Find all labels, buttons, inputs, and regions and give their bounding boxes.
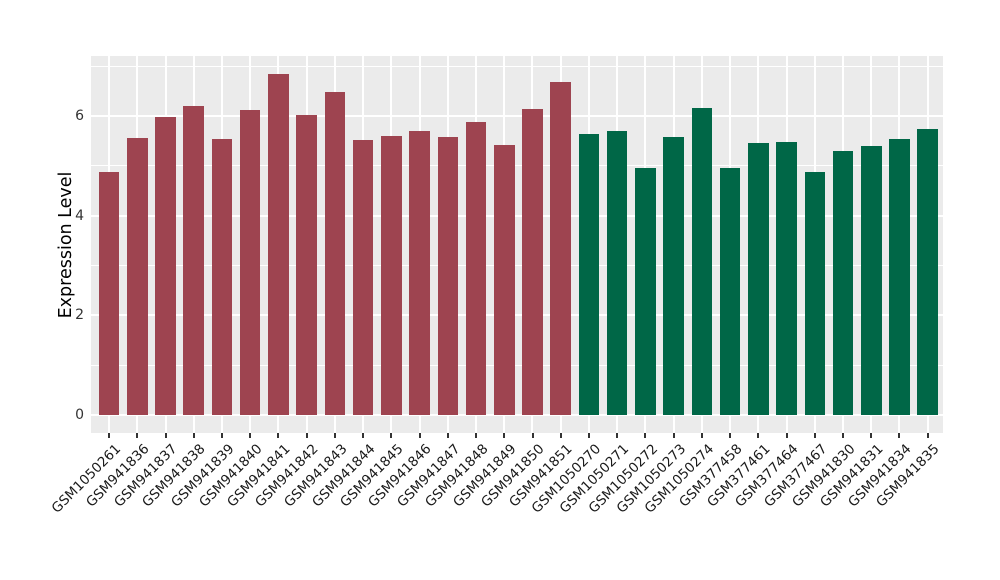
x-tick [729, 433, 732, 438]
bar-GSM941835 [917, 128, 938, 415]
bar-GSM1050272 [635, 167, 656, 415]
bar-GSM1050271 [606, 130, 628, 415]
bar-GSM941847 [437, 136, 458, 416]
bar-GSM941851 [550, 82, 571, 415]
grid-minor-line [91, 364, 943, 366]
grid-major-line [91, 314, 943, 317]
x-tick [475, 433, 477, 438]
x-tick [333, 433, 336, 438]
y-tick-label: 6 [75, 107, 84, 124]
x-tick [164, 433, 167, 438]
y-tick-label: 2 [75, 307, 84, 324]
x-tick [136, 433, 139, 438]
x-tick [616, 433, 619, 438]
x-tick [446, 433, 449, 438]
bar-GSM941836 [127, 138, 148, 416]
bar-GSM941844 [352, 139, 374, 416]
x-tick [785, 433, 788, 438]
x-tick [559, 433, 562, 438]
bar-GSM941834 [889, 138, 910, 416]
bar-GSM941849 [494, 144, 515, 416]
x-tick [870, 433, 873, 438]
bar-GSM1050273 [663, 137, 684, 416]
grid-minor-line [91, 264, 943, 266]
bar-GSM941841 [268, 74, 289, 416]
bar-GSM941840 [239, 109, 261, 416]
x-tick [531, 433, 534, 438]
x-tick [700, 433, 703, 438]
grid-major-line [91, 214, 943, 217]
bar-GSM941848 [465, 121, 487, 415]
x-tick [277, 433, 280, 438]
x-tick [249, 433, 252, 438]
bar-GSM941845 [381, 135, 402, 416]
x-tick [220, 433, 223, 438]
x-tick [503, 433, 506, 438]
bar-GSM377458 [719, 168, 741, 415]
grid-major-line [91, 114, 943, 117]
y-axis-title: Expression Level [56, 171, 76, 319]
grid-major-line [91, 414, 943, 416]
x-tick [842, 433, 844, 438]
bar-GSM941850 [522, 109, 543, 416]
bar-GSM941838 [183, 105, 204, 416]
bar-GSM377464 [776, 141, 797, 416]
grid-minor-line [91, 65, 943, 67]
x-tick [587, 433, 590, 438]
plot-panel [91, 56, 943, 433]
bar-GSM941846 [409, 131, 430, 415]
bar-GSM941830 [832, 150, 854, 415]
x-tick [108, 433, 110, 438]
bar-GSM941837 [155, 116, 176, 415]
bar-GSM377467 [804, 172, 825, 416]
x-tick [926, 433, 929, 438]
bar-GSM1050274 [691, 108, 713, 416]
y-tick-label: 0 [75, 407, 84, 423]
x-tick [362, 433, 365, 438]
grid-minor-line [91, 165, 943, 167]
x-tick [672, 433, 675, 438]
x-tick [813, 433, 816, 438]
bar-GSM941831 [861, 145, 882, 416]
y-tick-label: 4 [75, 207, 84, 224]
x-tick [390, 433, 393, 438]
bar-GSM1050270 [578, 133, 600, 416]
bar-GSM1050261 [98, 172, 120, 416]
bar-GSM941843 [324, 91, 346, 415]
x-tick [644, 433, 647, 438]
x-tick [757, 433, 760, 438]
x-tick [305, 433, 308, 438]
x-tick [418, 433, 421, 438]
x-tick [192, 433, 195, 438]
bar-GSM941839 [211, 138, 233, 416]
bar-GSM377461 [748, 143, 769, 416]
x-tick [898, 433, 901, 438]
bar-GSM941842 [296, 114, 317, 415]
